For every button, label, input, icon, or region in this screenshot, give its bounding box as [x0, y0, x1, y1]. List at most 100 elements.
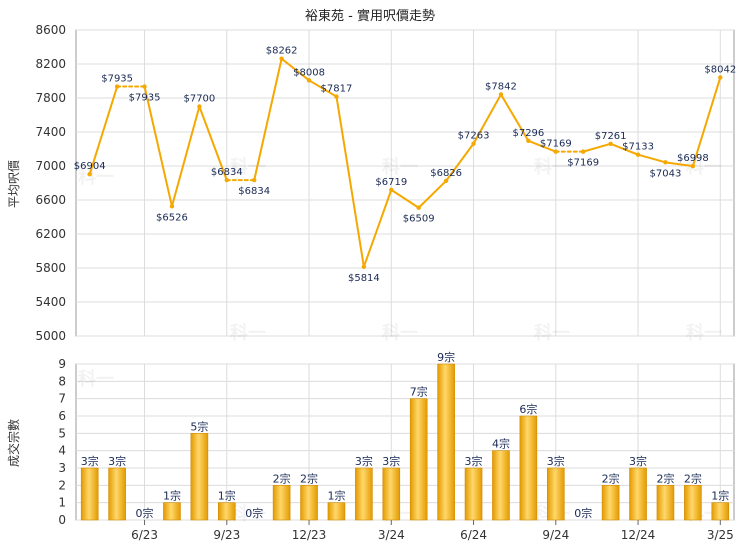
volume-bar-label: 3宗 — [465, 454, 483, 468]
volume-bar — [382, 467, 401, 521]
price-point-label: $7169 — [567, 158, 599, 169]
volume-tick-label: 5 — [58, 426, 66, 440]
price-tick-label: 5000 — [35, 329, 66, 343]
volume-bar-label: 0宗 — [136, 506, 154, 520]
x-tick-label: 9/23 — [213, 528, 240, 542]
volume-bar — [190, 433, 209, 521]
price-axis-title: 平均呎價 — [7, 160, 21, 208]
volume-bar-label: 5宗 — [190, 419, 208, 433]
price-point — [142, 84, 147, 89]
volume-grid — [75, 363, 735, 521]
price-tick-label: 5400 — [35, 295, 66, 309]
axes: 5000540058006200660070007400780082008600… — [35, 23, 733, 542]
price-tick-label: 8200 — [35, 57, 66, 71]
price-plot-frame — [75, 29, 735, 337]
volume-bar — [272, 485, 291, 521]
price-tick-label: 6600 — [35, 193, 66, 207]
price-tick-label: 7800 — [35, 91, 66, 105]
price-point-label: $6526 — [156, 212, 188, 223]
price-line-segment — [280, 57, 311, 82]
price-point-label: $6834 — [238, 186, 270, 197]
volume-bar — [355, 467, 373, 521]
price-line-segment — [664, 161, 694, 168]
volume-tick-label: 2 — [58, 478, 66, 492]
price-point — [498, 92, 504, 97]
volume-axis-title: 成交宗數 — [6, 419, 21, 467]
price-point-label: $7263 — [458, 131, 490, 142]
volume-bar-label: 0宗 — [574, 506, 592, 520]
volume-bar-label: 1宗 — [163, 489, 181, 503]
x-tick-label: 6/23 — [131, 528, 158, 542]
watermark-text: 科一 — [686, 322, 722, 344]
x-tick-label: 3/24 — [378, 528, 405, 542]
price-point — [169, 204, 175, 209]
volume-bar — [464, 467, 483, 521]
price-point-label: $6719 — [375, 177, 407, 188]
volume-bar-label: 2宗 — [273, 471, 291, 485]
price-point-label: $5814 — [348, 273, 380, 284]
volume-bar-label: 0宗 — [245, 506, 263, 520]
volume-bar — [163, 502, 181, 521]
volume-bar — [684, 485, 702, 521]
price-point-label: $8042 — [704, 64, 736, 75]
price-line-segment — [308, 79, 338, 98]
volume-bar-label: 9宗 — [437, 350, 455, 364]
price-point-label: $7935 — [129, 93, 161, 104]
price-tick-label: 6200 — [35, 227, 66, 241]
price-line-segment — [691, 76, 722, 168]
x-tick-label: 6/24 — [460, 528, 487, 542]
price-tick-label: 8600 — [35, 23, 66, 37]
price-point — [663, 160, 668, 165]
x-tick-label: 12/23 — [292, 528, 327, 542]
volume-bar-label: 3宗 — [629, 454, 647, 468]
volume-bar-label: 6宗 — [519, 402, 537, 416]
volume-bar — [80, 467, 99, 521]
price-point — [252, 177, 257, 183]
volume-bar — [437, 363, 455, 521]
price-line-segment — [499, 93, 530, 142]
price-point — [718, 75, 723, 80]
volume-bar-label: 3宗 — [382, 454, 400, 468]
price-point-label: $8262 — [266, 46, 298, 57]
price-line-segment — [88, 85, 119, 176]
price-point — [526, 138, 531, 144]
price-tick-label: 7000 — [35, 159, 66, 173]
volume-tick-label: 0 — [58, 513, 66, 527]
price-point-label: $7817 — [321, 84, 353, 95]
price-point-label: $7043 — [650, 168, 682, 179]
price-line-segment — [362, 188, 393, 268]
price-point — [224, 177, 229, 183]
volume-bar-label: 1宗 — [327, 489, 345, 503]
price-line-segment — [198, 105, 228, 182]
volume-tick-label: 3 — [58, 461, 66, 475]
volume-bar — [711, 502, 730, 521]
volume-bar-label: 2宗 — [602, 471, 620, 485]
price-line-segment — [170, 105, 201, 208]
price-line: $6904 $7935 $7935 $6526 $7700 $6834 $6834 $8262… — [74, 46, 736, 284]
price-point — [635, 152, 641, 157]
volume-bar-label: 2宗 — [684, 471, 702, 485]
price-point — [690, 163, 696, 169]
price-line-segment — [527, 139, 557, 153]
price-point — [389, 187, 394, 193]
volume-bars: 3宗 3宗 0宗 1宗 5宗 1宗 0宗 2宗 2宗 1宗 3宗 3宗 7宗 9宗 3宗 4宗 6宗 3宗 0宗 2宗… — [80, 350, 730, 521]
price-point — [114, 84, 120, 89]
volume-plot-frame — [75, 363, 735, 521]
volume-tick-label: 9 — [58, 357, 66, 371]
watermark-text: 科一 — [230, 503, 266, 525]
volume-tick-label: 7 — [58, 392, 66, 406]
chart-title: 裕東苑 - 實用呎價走勢 — [305, 8, 435, 24]
price-point-label: $7261 — [595, 131, 627, 142]
price-point-label: $6834 — [211, 167, 243, 178]
price-line-segment — [582, 142, 612, 153]
volume-bar — [601, 485, 620, 521]
price-line-segment — [335, 95, 365, 268]
volume-bar — [108, 467, 126, 521]
volume-tick-label: 1 — [58, 496, 66, 510]
price-point — [87, 171, 92, 177]
volume-bar — [300, 485, 318, 521]
volume-bar — [546, 467, 565, 521]
price-line-segment — [609, 142, 640, 156]
volume-bar — [519, 415, 538, 521]
